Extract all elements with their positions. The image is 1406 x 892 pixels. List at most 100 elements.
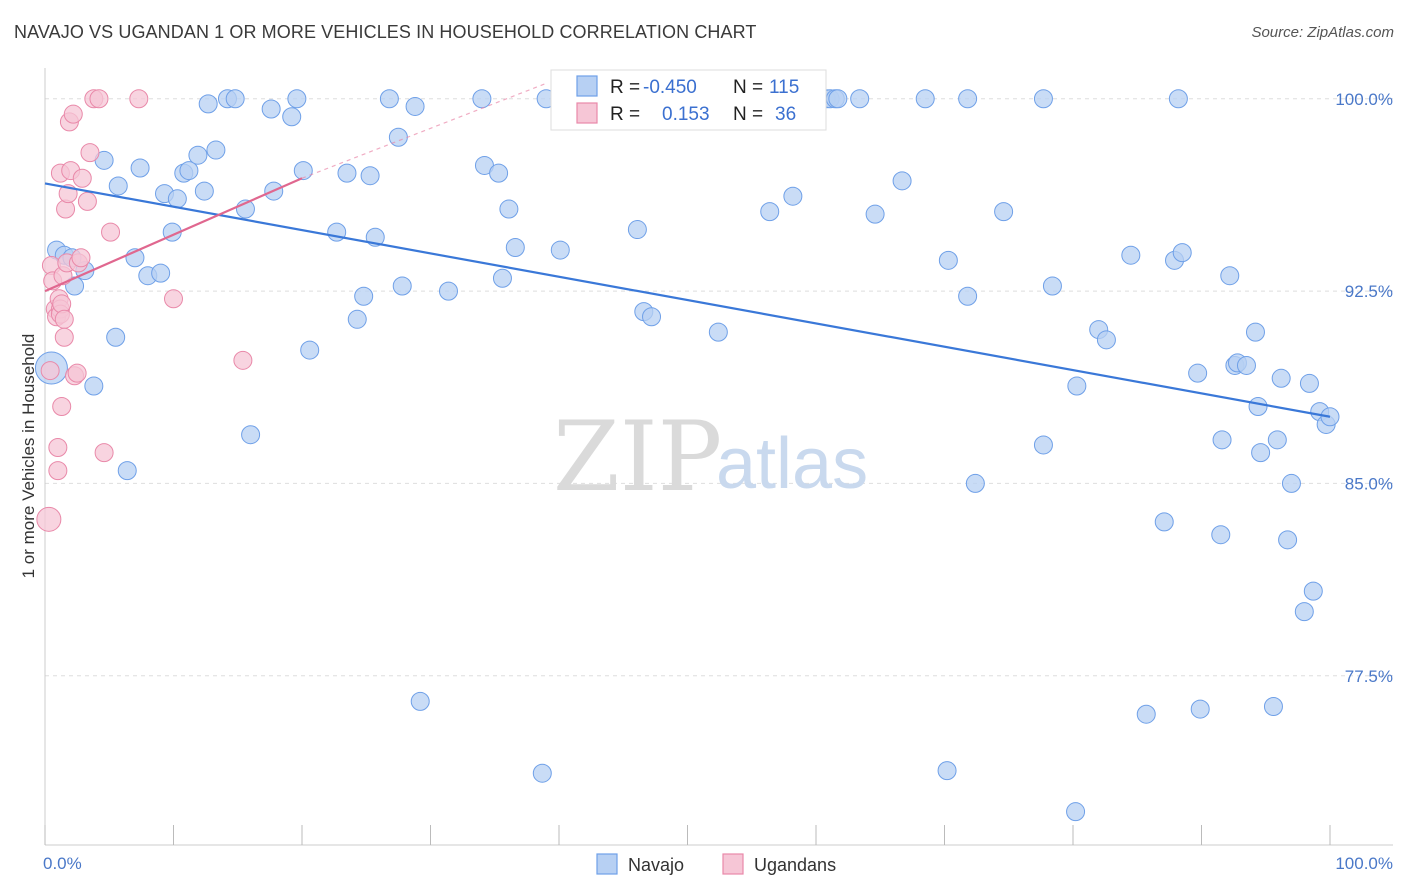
navajo-point	[1294, 602, 1314, 622]
ugandans-point	[72, 168, 92, 188]
chart-title: NAVAJO VS UGANDAN 1 OR MORE VEHICLES IN …	[14, 22, 757, 42]
navajo-point	[627, 220, 647, 240]
navajo-swatch	[576, 75, 598, 97]
ugandans-point	[52, 396, 72, 416]
source-label: Source: ZipAtlas.com	[1251, 24, 1394, 41]
navajo-point	[850, 89, 870, 109]
grid-lines	[45, 98, 1393, 677]
legend-navajo-label: Navajo	[628, 855, 684, 875]
navajo-point	[151, 263, 171, 283]
navajo-point	[1136, 704, 1156, 724]
navajo-point	[300, 340, 320, 360]
stats-legend: R = -0.450 N = 115 R = 0.153 N = 36	[550, 69, 827, 131]
navajo-point	[1245, 322, 1265, 342]
navajo-point	[965, 473, 985, 493]
navajo-point	[1096, 330, 1116, 350]
ugandans-point	[36, 506, 62, 532]
navajo-point	[106, 327, 126, 347]
navajo-point	[937, 761, 957, 781]
navajo-point	[392, 276, 412, 296]
ugandans-point	[233, 350, 253, 370]
navajo-point	[783, 186, 803, 206]
watermark-atlas: atlas	[716, 424, 868, 504]
legend-ugandans-swatch	[722, 853, 744, 875]
y-axis-title: 1 or more Vehicles in Household	[19, 334, 38, 579]
navajo-point	[405, 96, 425, 116]
navajo-point	[532, 763, 552, 783]
navajo-point	[1236, 355, 1256, 375]
ugandans-point	[54, 327, 74, 347]
ugandans-point	[77, 191, 97, 211]
navajo-point	[206, 140, 226, 160]
navajo-point	[492, 268, 512, 288]
x-tick-labels: 0.0% 100.0%	[43, 854, 1393, 873]
ugandans-point	[63, 104, 83, 124]
ugandans-n-label: N =	[733, 104, 763, 125]
navajo-point	[1188, 363, 1208, 383]
navajo-r-label: R =	[610, 77, 640, 98]
navajo-point	[1251, 443, 1271, 463]
navajo-point	[188, 145, 208, 165]
ugandans-point	[80, 143, 100, 163]
navajo-point	[108, 176, 128, 196]
navajo-point	[489, 163, 509, 183]
legend-ugandans-label: Ugandans	[754, 855, 836, 875]
navajo-point	[1263, 697, 1283, 717]
navajo-point	[958, 286, 978, 306]
navajo-point	[1211, 525, 1231, 545]
navajo-point	[1267, 430, 1287, 450]
navajo-point	[472, 89, 492, 109]
ugandans-point	[89, 89, 109, 109]
navajo-point	[892, 171, 912, 191]
x-tick-label-min: 0.0%	[43, 854, 82, 873]
ugandans-point	[101, 222, 121, 242]
navajo-point	[293, 161, 313, 181]
navajo-point	[994, 202, 1014, 222]
series-ugandans-points	[36, 89, 253, 532]
navajo-point	[1033, 435, 1053, 455]
y-tick-label: 100.0%	[1335, 90, 1393, 109]
navajo-point	[354, 286, 374, 306]
navajo-point	[1121, 245, 1141, 265]
series-legend: Navajo Ugandans	[596, 853, 836, 875]
navajo-trend-line	[44, 182, 1331, 418]
navajo-point	[1154, 512, 1174, 532]
navajo-point	[1066, 802, 1086, 822]
navajo-point	[1281, 473, 1301, 493]
x-tick-label-max: 100.0%	[1335, 854, 1393, 873]
ugandans-r-label: R =	[610, 104, 640, 125]
navajo-point	[241, 425, 261, 445]
navajo-point	[499, 199, 519, 219]
navajo-point	[1299, 373, 1319, 393]
navajo-point	[958, 89, 978, 109]
navajo-point	[287, 89, 307, 109]
navajo-point	[198, 94, 218, 114]
legend-navajo-swatch	[596, 853, 618, 875]
navajo-point	[642, 307, 662, 327]
navajo-point	[505, 238, 525, 258]
navajo-point	[179, 161, 199, 181]
navajo-n-label: N =	[733, 77, 763, 98]
navajo-point	[410, 691, 430, 711]
navajo-point	[760, 202, 780, 222]
ugandans-swatch	[576, 102, 598, 124]
navajo-point	[379, 89, 399, 109]
navajo-point	[708, 322, 728, 342]
navajo-point	[1278, 530, 1298, 550]
navajo-point	[130, 158, 150, 178]
navajo-point	[347, 309, 367, 329]
navajo-point	[938, 250, 958, 270]
navajo-point	[282, 107, 302, 127]
ugandans-point	[67, 363, 87, 383]
navajo-point	[550, 240, 570, 260]
navajo-point	[84, 376, 104, 396]
navajo-point	[915, 89, 935, 109]
ugandans-point	[94, 443, 114, 463]
ugandans-r-value: 0.153	[662, 104, 710, 125]
navajo-point	[1042, 276, 1062, 296]
navajo-point	[337, 163, 357, 183]
ugandans-point	[48, 438, 68, 458]
ugandans-point	[71, 248, 91, 268]
y-tick-labels: 100.0% 92.5% 85.0% 77.5%	[1335, 90, 1393, 686]
